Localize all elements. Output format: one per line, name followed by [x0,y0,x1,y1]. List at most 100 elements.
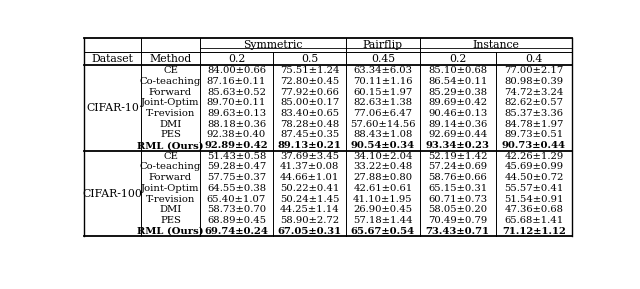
Text: 51.54±0.91: 51.54±0.91 [504,194,564,203]
Text: 89.69±0.42: 89.69±0.42 [428,98,487,108]
Text: RML (Ours): RML (Ours) [137,141,204,150]
Text: 77.92±0.66: 77.92±0.66 [280,88,339,97]
Text: 77.06±6.47: 77.06±6.47 [353,109,412,118]
Text: Joint-Optim: Joint-Optim [141,184,200,193]
Text: 89.70±0.11: 89.70±0.11 [207,98,266,108]
Text: Joint-Optim: Joint-Optim [141,98,200,108]
Text: 44.66±1.01: 44.66±1.01 [280,173,339,182]
Text: 89.13±0.21: 89.13±0.21 [278,141,342,150]
Text: 33.22±0.48: 33.22±0.48 [353,162,413,171]
Text: PES: PES [160,216,181,225]
Text: Forward: Forward [149,173,192,182]
Text: 90.73±0.44: 90.73±0.44 [502,141,566,150]
Text: 68.89±0.45: 68.89±0.45 [207,216,266,225]
Text: 50.24±1.45: 50.24±1.45 [280,194,339,203]
Text: 84.78±1.97: 84.78±1.97 [504,120,564,129]
Text: 85.29±0.38: 85.29±0.38 [428,88,487,97]
Text: 0.2: 0.2 [449,53,467,64]
Text: 75.51±1.24: 75.51±1.24 [280,66,339,75]
Text: RML (Ours): RML (Ours) [137,227,204,236]
Text: 42.26±1.29: 42.26±1.29 [504,152,564,161]
Text: 42.61±0.61: 42.61±0.61 [353,184,413,193]
Text: 78.28±0.48: 78.28±0.48 [280,120,339,129]
Text: Method: Method [149,53,191,64]
Text: 70.49±0.79: 70.49±0.79 [428,216,487,225]
Text: 83.40±0.65: 83.40±0.65 [280,109,339,118]
Text: 93.34±0.23: 93.34±0.23 [426,141,490,150]
Text: 0.5: 0.5 [301,53,318,64]
Text: 41.10±1.95: 41.10±1.95 [353,194,413,203]
Text: 65.15±0.31: 65.15±0.31 [428,184,487,193]
Text: 0.45: 0.45 [371,53,395,64]
Text: 60.71±0.73: 60.71±0.73 [428,194,487,203]
Text: Co-teaching: Co-teaching [140,77,201,86]
Text: T-revision: T-revision [146,109,195,118]
Text: 34.10±2.04: 34.10±2.04 [353,152,413,161]
Text: 45.69±0.99: 45.69±0.99 [504,162,564,171]
Text: 70.11±1.16: 70.11±1.16 [353,77,413,86]
Text: 27.88±0.80: 27.88±0.80 [353,173,413,182]
Text: 41.37±0.08: 41.37±0.08 [280,162,339,171]
Text: 80.98±0.39: 80.98±0.39 [504,77,564,86]
Text: Instance: Instance [472,40,519,50]
Text: 89.63±0.13: 89.63±0.13 [207,109,266,118]
Text: 58.76±0.66: 58.76±0.66 [428,173,487,182]
Text: 60.15±1.97: 60.15±1.97 [353,88,413,97]
Text: 57.18±1.44: 57.18±1.44 [353,216,413,225]
Text: 82.62±0.57: 82.62±0.57 [504,98,563,108]
Text: Dataset: Dataset [92,53,133,64]
Text: 82.63±1.38: 82.63±1.38 [353,98,413,108]
Text: 44.25±1.14: 44.25±1.14 [280,205,340,214]
Text: 89.14±0.36: 89.14±0.36 [428,120,487,129]
Text: 50.22±0.41: 50.22±0.41 [280,184,339,193]
Text: 90.54±0.34: 90.54±0.34 [351,141,415,150]
Text: 26.90±0.45: 26.90±0.45 [353,205,413,214]
Text: 77.00±2.17: 77.00±2.17 [504,66,564,75]
Text: DMI: DMI [159,205,182,214]
Text: 87.45±0.35: 87.45±0.35 [280,130,339,139]
Text: CE: CE [163,66,178,75]
Text: 85.63±0.52: 85.63±0.52 [207,88,266,97]
Text: Pairflip: Pairflip [363,40,403,50]
Text: PES: PES [160,130,181,139]
Text: 72.80±0.45: 72.80±0.45 [280,77,339,86]
Text: 58.90±2.72: 58.90±2.72 [280,216,339,225]
Text: 65.68±1.41: 65.68±1.41 [504,216,564,225]
Text: Symmetric: Symmetric [243,40,303,50]
Text: 87.16±0.11: 87.16±0.11 [207,77,266,86]
Text: 47.36±0.68: 47.36±0.68 [504,205,563,214]
Text: Forward: Forward [149,88,192,97]
Text: 73.43±0.71: 73.43±0.71 [426,227,490,236]
Text: 59.28±0.47: 59.28±0.47 [207,162,266,171]
Text: 71.12±1.12: 71.12±1.12 [502,227,566,236]
Text: 92.38±0.40: 92.38±0.40 [207,130,266,139]
Text: 64.55±0.38: 64.55±0.38 [207,184,266,193]
Text: 0.4: 0.4 [525,53,543,64]
Text: 92.69±0.44: 92.69±0.44 [428,130,487,139]
Text: 52.19±1.42: 52.19±1.42 [428,152,488,161]
Text: 84.00±0.66: 84.00±0.66 [207,66,266,75]
Text: DMI: DMI [159,120,182,129]
Text: CE: CE [163,152,178,161]
Text: 85.10±0.68: 85.10±0.68 [428,66,487,75]
Text: Co-teaching: Co-teaching [140,162,201,171]
Text: 88.43±1.08: 88.43±1.08 [353,130,413,139]
Text: 57.75±0.37: 57.75±0.37 [207,173,266,182]
Text: CIFAR-10: CIFAR-10 [86,103,139,113]
Text: 63.34±6.03: 63.34±6.03 [353,66,412,75]
Text: T-revision: T-revision [146,194,195,203]
Text: 86.54±0.11: 86.54±0.11 [428,77,488,86]
Text: 65.40±1.07: 65.40±1.07 [207,194,266,203]
Text: 85.37±3.36: 85.37±3.36 [504,109,563,118]
Text: 90.46±0.13: 90.46±0.13 [428,109,487,118]
Text: 51.43±0.58: 51.43±0.58 [207,152,266,161]
Text: 58.05±0.20: 58.05±0.20 [428,205,487,214]
Text: 88.18±0.36: 88.18±0.36 [207,120,266,129]
Text: 74.72±3.24: 74.72±3.24 [504,88,564,97]
Text: CIFAR-100: CIFAR-100 [83,189,143,199]
Text: 65.67±0.54: 65.67±0.54 [351,227,415,236]
Text: 67.05±0.31: 67.05±0.31 [278,227,342,236]
Text: 44.50±0.72: 44.50±0.72 [504,173,564,182]
Text: 58.73±0.70: 58.73±0.70 [207,205,266,214]
Text: 55.57±0.41: 55.57±0.41 [504,184,564,193]
